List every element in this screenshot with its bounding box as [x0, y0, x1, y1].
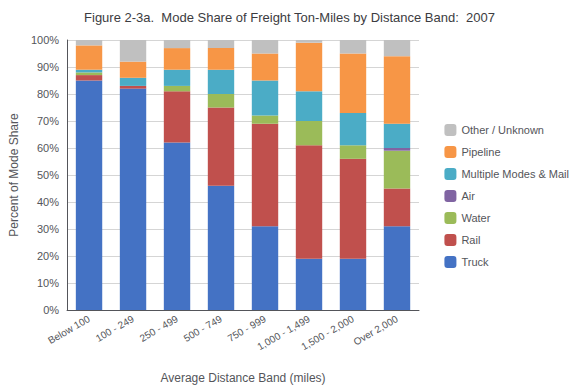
svg-text:Multiple Modes & Mail: Multiple Modes & Mail [461, 168, 569, 180]
svg-text:100%: 100% [31, 34, 59, 46]
svg-text:10%: 10% [37, 277, 59, 289]
svg-text:50%: 50% [37, 169, 59, 181]
svg-text:60%: 60% [37, 142, 59, 154]
svg-text:Pipeline: Pipeline [461, 146, 500, 158]
svg-text:Truck: Truck [461, 256, 489, 268]
svg-text:90%: 90% [37, 61, 59, 73]
svg-text:Figure 2-3a. Mode Share of Fr: Figure 2-3a. Mode Share of Freight Ton-M… [84, 10, 495, 25]
svg-text:Over 2,000: Over 2,000 [351, 313, 400, 347]
svg-text:Average Distance Band (miles): Average Distance Band (miles) [160, 371, 325, 385]
svg-text:70%: 70% [37, 115, 59, 127]
svg-text:1,000 - 1,499: 1,000 - 1,499 [255, 313, 312, 353]
svg-text:500 - 749: 500 - 749 [182, 313, 224, 344]
svg-text:Percent of Mode Share: Percent of Mode Share [7, 113, 21, 237]
svg-text:Other / Unknown: Other / Unknown [461, 124, 544, 136]
svg-text:80%: 80% [37, 88, 59, 100]
svg-text:30%: 30% [37, 223, 59, 235]
svg-text:Rail: Rail [461, 234, 480, 246]
svg-text:40%: 40% [37, 196, 59, 208]
svg-text:750 - 999: 750 - 999 [225, 313, 268, 344]
svg-text:Water: Water [461, 212, 490, 224]
svg-text:20%: 20% [37, 250, 59, 262]
svg-text:250 - 499: 250 - 499 [138, 313, 180, 344]
svg-text:Below 100: Below 100 [46, 313, 92, 346]
svg-text:100 - 249: 100 - 249 [94, 313, 136, 344]
svg-text:0%: 0% [43, 304, 59, 316]
svg-text:Air: Air [461, 190, 475, 202]
svg-text:1,500 - 2,000: 1,500 - 2,000 [299, 313, 356, 352]
